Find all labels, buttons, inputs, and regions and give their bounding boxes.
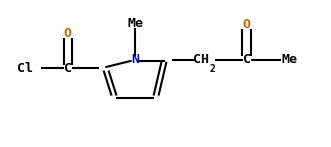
Text: C: C (243, 53, 251, 66)
Text: Cl: Cl (17, 62, 33, 75)
Text: 2: 2 (210, 64, 215, 74)
Text: N: N (131, 53, 139, 66)
Text: O: O (243, 19, 251, 31)
Text: C: C (64, 62, 72, 75)
Text: O: O (64, 27, 72, 40)
Text: CH: CH (193, 53, 209, 66)
Text: Me: Me (127, 17, 143, 30)
Text: Me: Me (282, 53, 298, 66)
